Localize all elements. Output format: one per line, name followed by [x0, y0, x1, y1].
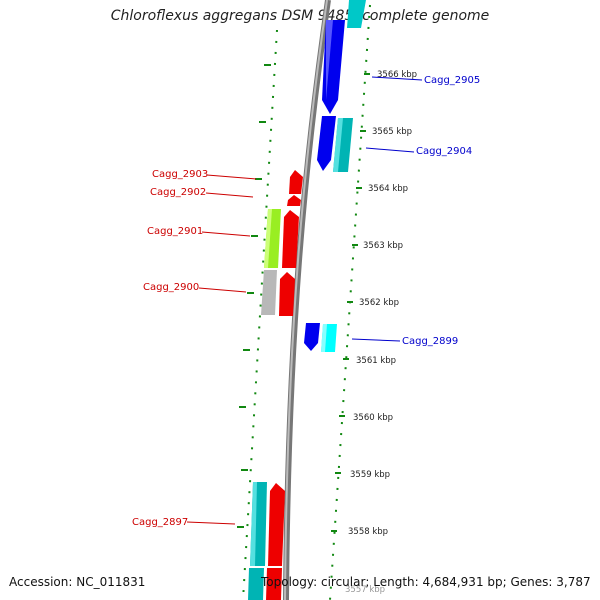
connector-cagg-2900: [198, 287, 247, 293]
ruler-label: 3565 kbp: [372, 127, 413, 137]
ruler-label: 3559 kbp: [350, 470, 391, 480]
gene-link-cagg-2897[interactable]: Cagg_2897: [132, 517, 189, 528]
ruler-label: 3562 kbp: [359, 298, 400, 308]
gene-cagg-2903-shape[interactable]: [289, 170, 303, 194]
ruler-label: 3560 kbp: [353, 413, 394, 423]
connector-cagg-2901: [201, 231, 251, 237]
gene-cagg-2899-shape[interactable]: [304, 323, 337, 352]
ruler-label: 3561 kbp: [356, 356, 397, 366]
gene-link-cagg-2903[interactable]: Cagg_2903: [152, 169, 209, 180]
connector-cagg-2899: [351, 338, 401, 342]
connector-cagg-2905: [371, 76, 423, 81]
gene-cagg-2901-shape[interactable]: [264, 209, 299, 268]
connector-cagg-2904: [365, 147, 415, 153]
gene-link-cagg-2904[interactable]: Cagg_2904: [416, 146, 473, 157]
gene-link-cagg-2902[interactable]: Cagg_2902: [150, 187, 207, 198]
gene-cagg-2905-shape[interactable]: [322, 0, 366, 114]
accession-text: Accession: NC_011831: [9, 575, 146, 589]
connector-cagg-2903: [206, 174, 257, 180]
connector-cagg-2897: [186, 521, 236, 525]
gene-link-cagg-2905[interactable]: Cagg_2905: [424, 75, 481, 86]
major-ticks: [237, 64, 370, 532]
ruler-label: 3557 kbp: [345, 585, 386, 595]
gene-link-cagg-2900[interactable]: Cagg_2900: [143, 282, 200, 293]
map-title: Chloroflexus aggregans DSM 9485, complet…: [110, 8, 490, 24]
ruler-label: 3558 kbp: [348, 527, 389, 537]
gene-cagg-2900-shape[interactable]: [261, 270, 295, 316]
gene-cagg-2897-shape[interactable]: [248, 482, 285, 600]
genome-summary-text: Topology: circular; Length: 4,684,931 bp…: [261, 575, 591, 589]
ruler-label: 3563 kbp: [363, 241, 404, 251]
gene-link-cagg-2899[interactable]: Cagg_2899: [402, 336, 459, 347]
gene-link-cagg-2901[interactable]: Cagg_2901: [147, 226, 204, 237]
connector-cagg-2902: [205, 192, 254, 198]
ruler-label: 3566 kbp: [377, 70, 418, 80]
gene-cagg-2902-shape[interactable]: [287, 195, 301, 206]
ruler-label: 3564 kbp: [368, 184, 409, 194]
gene-cagg-2904-shape[interactable]: [317, 116, 353, 172]
